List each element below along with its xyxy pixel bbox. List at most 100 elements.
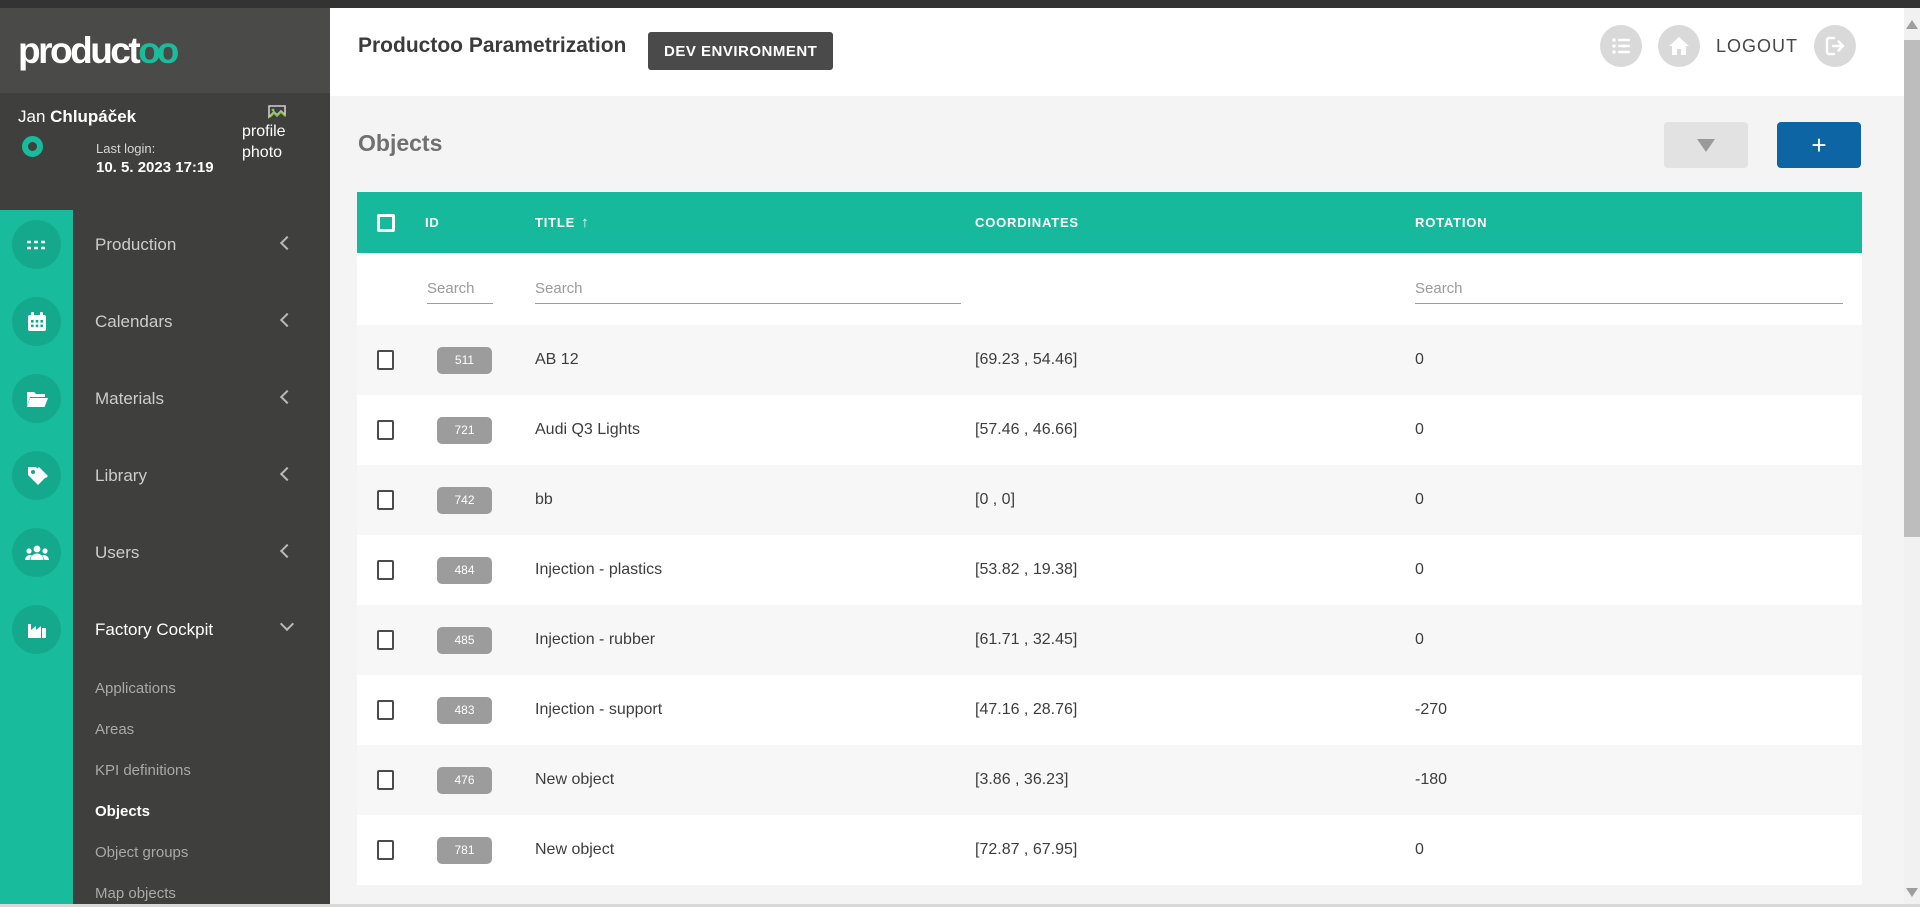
status-dot-icon [22,136,43,157]
productoo-logo[interactable]: productoo [18,29,179,72]
home-icon [1668,37,1689,55]
users-group-icon [12,528,61,577]
row-id-badge: 781 [437,836,492,864]
id-search-input[interactable] [427,274,493,304]
last-login-value: 10. 5. 2023 17:19 [96,159,214,176]
filter-triangle-icon [1697,138,1715,152]
table-row[interactable]: 476 New object [3.86 , 36.23] -180 [357,745,1862,815]
logo-block: productoo [0,8,330,93]
rotation-search-input[interactable] [1415,274,1843,304]
row-rotation: -180 [1415,771,1448,788]
table-row[interactable]: 484 Injection - plastics [53.82 , 19.38]… [357,535,1862,605]
filter-button[interactable] [1664,122,1748,168]
sidebar-item-production[interactable]: Production [0,206,330,283]
chevron-left-icon [279,543,295,559]
table-body: 511 AB 12 [69.23 , 54.46] 0 721 Audi Q3 … [357,325,1862,885]
sidebar-item-label: Factory Cockpit [95,619,214,639]
submenu-item-map-objects[interactable]: Map objects [95,885,176,902]
row-checkbox[interactable] [377,490,394,510]
row-title: New object [535,841,615,858]
sidebar-item-calendars[interactable]: Calendars [0,283,330,360]
table-row[interactable]: 742 bb [0 , 0] 0 [357,465,1862,535]
chevron-left-icon [279,312,295,328]
main-header: Productoo Parametrization DEV ENVIRONMEN… [330,8,1904,96]
row-checkbox[interactable] [377,770,394,790]
scrollbar-thumb[interactable] [1904,40,1920,537]
row-checkbox[interactable] [377,350,394,370]
submenu-item-object-groups[interactable]: Object groups [95,844,189,861]
row-coordinates: [61.71 , 32.45] [975,631,1078,648]
row-title: AB 12 [535,351,579,368]
column-header-coordinates[interactable]: COORDINATES [975,215,1079,230]
table-row[interactable]: 721 Audi Q3 Lights [57.46 , 46.66] 0 [357,395,1862,465]
submenu-item-objects[interactable]: Objects [95,803,151,820]
row-rotation: 0 [1415,841,1424,858]
factory-cockpit-submenu: Applications Areas KPI definitions Objec… [0,668,330,907]
logout-exit-button[interactable] [1814,25,1856,67]
row-coordinates: [47.16 , 28.76] [975,701,1078,718]
row-title: Injection - plastics [535,561,663,578]
select-all-checkbox[interactable] [377,213,395,232]
sidebar: productoo Jan Chlupáček profile photo La… [0,8,330,907]
last-login: Last login: 10. 5. 2023 17:19 [96,141,312,176]
row-rotation: 0 [1415,351,1424,368]
row-id-badge: 485 [437,626,492,654]
logout-button[interactable]: LOGOUT [1715,35,1798,56]
row-checkbox[interactable] [377,420,394,440]
submenu-item-kpi-definitions[interactable]: KPI definitions [95,762,191,779]
add-object-button[interactable]: + [1777,122,1861,168]
environment-badge: DEV ENVIRONMENT [648,32,834,70]
row-id-badge: 484 [437,556,492,584]
table-row[interactable]: 485 Injection - rubber [61.71 , 32.45] 0 [357,605,1862,675]
app-title: Productoo Parametrization [358,34,627,57]
submenu-item-applications[interactable]: Applications [95,680,176,697]
last-login-label: Last login: [96,141,156,156]
logo-text-product: product [18,29,141,71]
window-bottom-edge [0,904,1920,907]
row-checkbox[interactable] [377,700,394,720]
row-coordinates: [3.86 , 36.23] [975,771,1069,788]
row-checkbox[interactable] [377,630,394,650]
content-area: Objects + ID TITLE ↑ COORDINATES ROTATION… [330,96,1904,904]
table-row[interactable]: 511 AB 12 [69.23 , 54.46] 0 [357,325,1862,395]
row-rotation: 0 [1415,561,1424,578]
chevron-down-icon [279,616,295,632]
vertical-scrollbar[interactable] [1904,8,1920,907]
table-row[interactable]: 483 Injection - support [47.16 , 28.76] … [357,675,1862,745]
page-title: Objects [358,130,443,156]
row-id-badge: 742 [437,486,492,514]
scrollbar-up-arrow-icon[interactable] [1906,20,1918,29]
chevron-left-icon [279,235,295,251]
menu-list-button[interactable] [1599,25,1642,67]
row-id-badge: 511 [437,346,492,374]
logo-text-oo: oo [138,29,179,71]
sidebar-item-label: Library [95,465,147,485]
row-checkbox[interactable] [377,560,394,580]
home-button[interactable] [1657,25,1700,67]
sidebar-item-users[interactable]: Users [0,514,330,591]
sign-out-icon [1825,36,1845,56]
sidebar-item-factory-cockpit[interactable]: Factory Cockpit [0,591,330,668]
sidebar-menu: Production Calendars Materials Library [0,206,330,668]
row-checkbox[interactable] [377,840,394,860]
sidebar-item-materials[interactable]: Materials [0,360,330,437]
scrollbar-down-arrow-icon[interactable] [1906,888,1918,897]
column-header-title[interactable]: TITLE ↑ [535,214,590,231]
user-name: Jan Chlupáček [18,107,137,126]
title-search-input[interactable] [535,274,961,304]
table-row[interactable]: 781 New object [72.87 , 67.95] 0 [357,815,1862,885]
column-header-rotation[interactable]: ROTATION [1415,215,1488,230]
broken-image-icon [268,105,286,119]
row-id-badge: 721 [437,416,492,444]
sidebar-item-library[interactable]: Library [0,437,330,514]
column-header-id[interactable]: ID [425,215,440,230]
avatar[interactable]: profile photo [242,105,304,161]
row-title: bb [535,491,553,508]
row-rotation: -270 [1415,701,1448,718]
tag-icon [12,451,61,500]
row-title: Injection - support [535,701,663,718]
row-title: Audi Q3 Lights [535,421,640,438]
chevron-left-icon [279,466,295,482]
row-rotation: 0 [1415,491,1424,508]
submenu-item-areas[interactable]: Areas [95,721,135,738]
